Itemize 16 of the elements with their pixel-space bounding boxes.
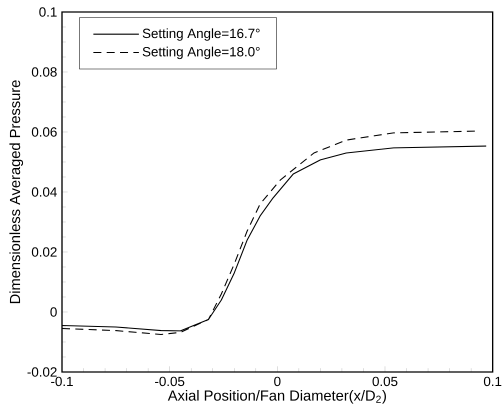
y-tick-label: 0.08 (32, 67, 57, 77)
y-tick-label: 0.06 (32, 127, 57, 137)
y-axis-title: Dimensionless Averaged Pressure (9, 80, 24, 304)
x-tick-label: -0.05 (155, 376, 184, 386)
y-tick-label: 0.04 (32, 187, 57, 197)
x-tick-label: 0.05 (372, 376, 398, 386)
y-tick-label: 0.1 (39, 7, 57, 17)
y-tick-label: 0 (50, 307, 57, 317)
legend-label: Setting Angle=18.0° (142, 46, 260, 60)
y-tick-label: 0.02 (32, 247, 57, 257)
x-axis-title: Axial Position/Fan Diameter(x/D$_{2}$) (168, 390, 386, 404)
y-tick-label: -0.02 (27, 367, 57, 377)
x-tick-label: 0 (274, 376, 281, 386)
x-tick-label: -0.1 (51, 376, 73, 386)
legend-label: Setting Angle=16.7° (142, 28, 260, 41)
x-tick-label: 0.1 (484, 376, 502, 386)
